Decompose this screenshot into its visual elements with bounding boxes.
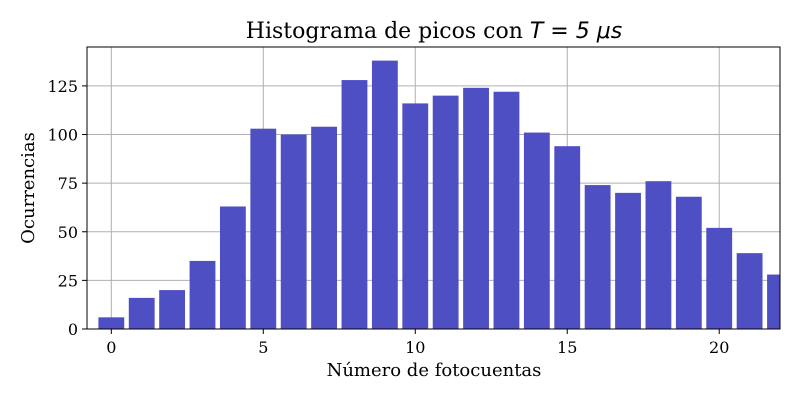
- y-tick-label: 75: [58, 174, 78, 193]
- x-tick-label: 15: [557, 338, 577, 357]
- y-tick-label: 0: [68, 320, 78, 339]
- bar: [584, 185, 611, 329]
- bar: [371, 60, 398, 329]
- x-tick-label: 5: [258, 338, 268, 357]
- bars: [98, 60, 780, 329]
- bar: [159, 290, 186, 329]
- bar: [615, 192, 641, 329]
- bar: [675, 196, 702, 329]
- bar: [189, 260, 216, 329]
- chart-title: Histograma de picos con T = 5 μs: [246, 19, 622, 44]
- bar: [554, 146, 581, 329]
- bar: [219, 206, 246, 329]
- chart-title-text: Histograma de picos con: [246, 19, 530, 44]
- y-tick-label: 50: [58, 223, 78, 242]
- bar: [250, 128, 277, 329]
- y-axis-label: Ocurrencias: [18, 132, 39, 244]
- bar: [98, 317, 125, 329]
- bar: [767, 274, 780, 329]
- bar: [523, 132, 550, 329]
- y-tick-label: 100: [47, 126, 78, 145]
- y-tick-label: 25: [58, 271, 78, 290]
- bar: [128, 297, 155, 329]
- plot-frame: [86, 46, 781, 330]
- bar: [311, 126, 337, 329]
- bar: [463, 87, 489, 329]
- x-axis-label: Número de fotocuentas: [327, 360, 542, 381]
- chart-title-math: T = 5 μs: [530, 19, 622, 44]
- bar: [706, 227, 733, 329]
- bar: [402, 103, 429, 329]
- x-tick-label: 10: [405, 338, 425, 357]
- bar: [736, 253, 763, 329]
- bar: [493, 91, 520, 329]
- bar: [280, 134, 307, 329]
- x-tick-label: 0: [106, 338, 116, 357]
- bar: [432, 95, 459, 329]
- ticks: 0 5 10 15 20 0 25 50 75 100 125: [47, 77, 729, 357]
- bar: [341, 80, 368, 329]
- x-tick-label: 20: [709, 338, 729, 357]
- y-tick-label: 125: [47, 77, 78, 96]
- bar: [645, 181, 672, 329]
